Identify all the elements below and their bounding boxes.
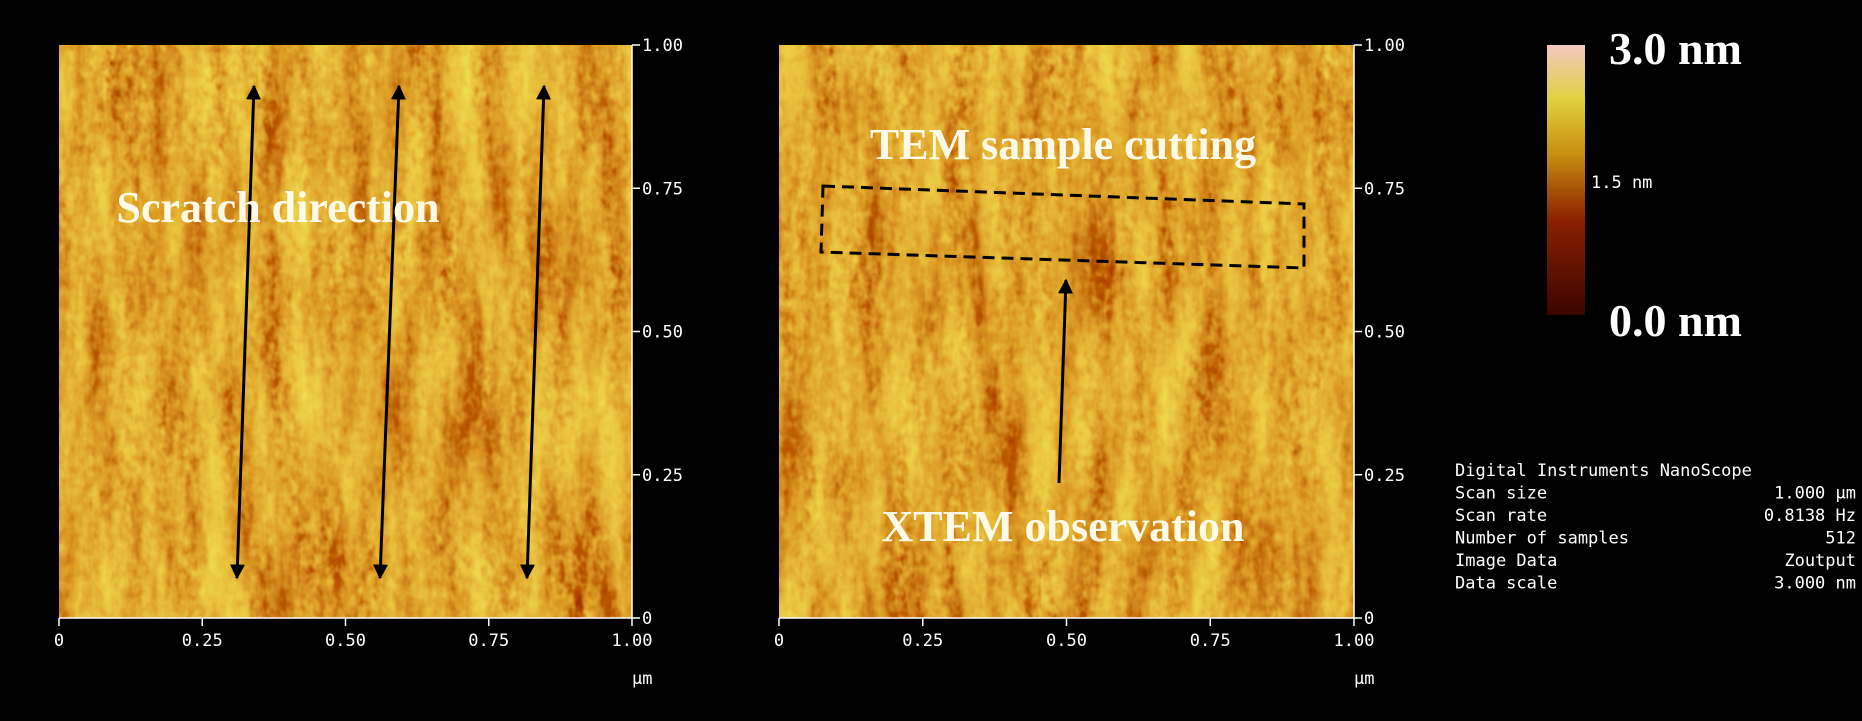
y-tick-label: 0.75 [642,179,683,199]
y-tick-label: 0.25 [642,466,683,486]
x-tick-label: 0.75 [468,631,509,651]
info-table: Scan size 1.000 μm Scan rate 0.8138 Hz Numbe… [1455,484,1856,594]
info-value: 3.000 nm [1774,574,1856,594]
annotation: XTEM observation [882,502,1245,551]
colorbar-mid: 1.5 nm [1591,173,1652,193]
axis-unit: μm [632,669,652,689]
x-tick-label: 0.50 [325,631,366,651]
info-value: Zoutput [1784,551,1856,571]
arrow [229,84,262,580]
arrow [1057,278,1074,484]
x-tick-label: 0.25 [902,631,943,651]
y-tick-label: 0 [642,609,652,629]
x-tick-label: 1.00 [612,631,653,651]
y-tick-label: 0.50 [642,323,683,343]
arrow [519,84,552,580]
y-tick-label: 0.25 [1364,466,1405,486]
info-key: Number of samples [1455,529,1629,549]
axes: 1.00 0.75 0.50 0.25 0 0 0.25 0.50 0.75 1.00 μm 1.00… [54,36,1405,689]
y-tick-label: 0 [1364,609,1374,629]
info-key: Image Data [1455,551,1557,571]
cut-region [819,184,1306,270]
info-value: 1.000 μm [1774,484,1856,504]
x-tick-label: 1.00 [1334,631,1375,651]
afm-image-right [779,45,1354,618]
info-key: Data scale [1455,574,1557,594]
x-tick-label: 0 [774,631,784,651]
colorbar [1547,45,1585,315]
x-tick-label: 0.50 [1046,631,1087,651]
y-tick-label: 0.75 [1364,179,1405,199]
x-tick-label: 0 [54,631,64,651]
info-key: Scan rate [1455,506,1547,526]
info-key: Scan size [1455,484,1547,504]
y-tick-label: 1.00 [1364,36,1405,56]
x-tick-label: 0.25 [182,631,223,651]
axis-unit: μm [1354,669,1374,689]
annotation: TEM sample cutting [870,120,1256,169]
colorbar-max: 3.0 nm [1609,23,1742,74]
y-tick-label: 0.50 [1364,323,1405,343]
y-tick-label: 1.00 [642,36,683,56]
x-tick-label: 0.75 [1190,631,1231,651]
annotation: Scratch direction [116,183,439,232]
afm-image-left [59,45,632,618]
info-value: 512 [1825,529,1856,549]
info-value: 0.8138 Hz [1764,506,1856,526]
info-title: Digital Instruments NanoScope [1455,461,1752,481]
colorbar-min: 0.0 nm [1609,295,1742,346]
arrow [373,84,406,580]
